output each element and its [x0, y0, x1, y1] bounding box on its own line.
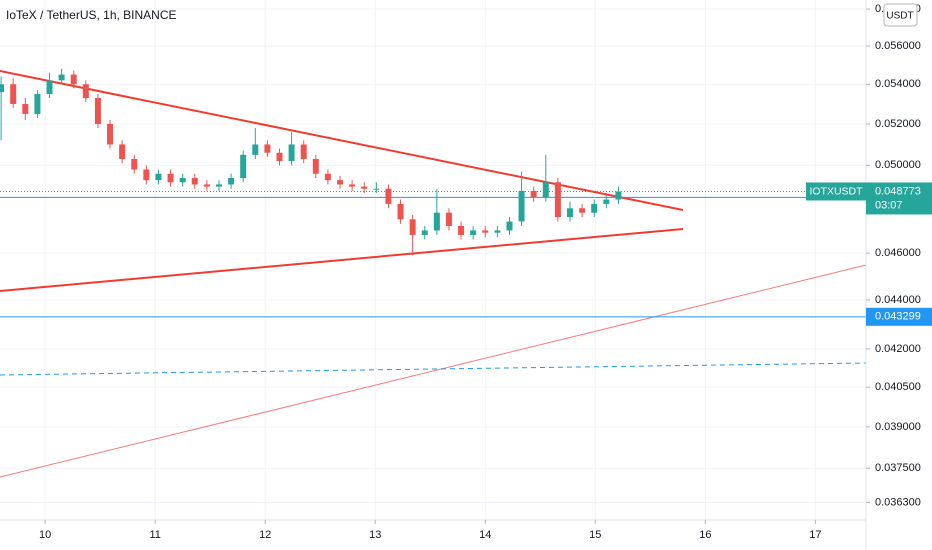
price-badge-label: 0.043299: [875, 311, 921, 323]
candle-body: [276, 152, 283, 162]
axes: 0.0580000.0560000.0540000.0520000.050000…: [39, 3, 932, 541]
candle-body: [409, 219, 416, 235]
x-tick-label: 10: [39, 529, 51, 541]
trend-line[interactable]: [0, 362, 867, 376]
candle-body: [288, 144, 295, 162]
candle-body: [155, 173, 162, 181]
candle-body: [94, 98, 101, 125]
candle-body: [34, 94, 41, 114]
candle-body: [70, 74, 77, 85]
y-tick-label: 0.050000: [875, 159, 921, 171]
candle-body: [470, 230, 477, 235]
candle-body: [421, 230, 428, 235]
candle-body: [0, 84, 5, 93]
candle-body: [191, 178, 198, 185]
currency[interactable]: USDT: [886, 11, 913, 22]
trend-line[interactable]: [0, 264, 867, 478]
candle-body: [373, 188, 380, 190]
candle-body: [554, 182, 561, 218]
candle-body: [615, 191, 622, 200]
candle-body: [566, 208, 573, 218]
candle-body: [494, 230, 501, 233]
y-tick-label: 0.056000: [875, 40, 921, 52]
candle-body: [264, 144, 271, 153]
candle-body: [518, 190, 525, 222]
trend-line[interactable]: [0, 70, 684, 211]
candle-body: [228, 178, 235, 185]
candle-body: [445, 212, 452, 226]
last-price-badge: [866, 182, 932, 215]
candle-body: [46, 80, 53, 95]
candle-body: [119, 144, 126, 160]
candle-body: [10, 84, 17, 104]
y-tick-label: 0.042000: [875, 343, 921, 355]
candle-body: [215, 184, 222, 187]
symbol-badge: [806, 182, 866, 201]
y-tick-label: 0.039000: [875, 421, 921, 433]
grid: [0, 0, 866, 520]
y-tick-label: 0.046000: [875, 247, 921, 259]
candle-body: [542, 182, 549, 198]
price-badge: [866, 307, 932, 326]
candle-body: [107, 124, 114, 145]
x-tick-label: 15: [589, 529, 601, 541]
candle-body: [482, 230, 489, 233]
candle-body: [179, 178, 186, 183]
symbol-badge-label: IOTXUSDT: [809, 185, 863, 197]
x-tick-label: 13: [369, 529, 381, 541]
candle-body: [349, 184, 356, 187]
chart-title: IoTeX / TetherUS, 1h, BINANCE: [6, 8, 177, 22]
candle-body: [252, 144, 259, 155]
candle-body: [591, 203, 598, 213]
plot: [0, 68, 866, 318]
candle-body: [324, 173, 331, 181]
candle-body: [458, 225, 465, 235]
candle-body: [300, 144, 307, 160]
y-tick-label: 0.036300: [875, 496, 921, 508]
candle-body: [603, 199, 610, 204]
x-tick-label: 16: [699, 529, 711, 541]
y-tick-label: 0.054000: [875, 78, 921, 90]
candle-body: [167, 173, 174, 183]
candle-body: [579, 208, 586, 213]
candle-body: [433, 212, 440, 231]
countdown: 03:07: [875, 199, 903, 211]
candle-body: [385, 188, 392, 204]
candle-body: [506, 221, 513, 231]
currency-box[interactable]: [883, 3, 918, 27]
candle-body: [143, 169, 150, 181]
candle-body: [131, 159, 138, 170]
candle-body: [337, 180, 344, 185]
last-price-label: 0.048773: [875, 185, 921, 197]
drawings: [0, 70, 867, 478]
y-tick-label: 0.040500: [875, 381, 921, 393]
candle-body: [530, 190, 537, 198]
candle-body: [397, 203, 404, 220]
candle-body: [240, 154, 247, 179]
candle-body: [361, 186, 368, 189]
candle-body: [312, 159, 319, 174]
candle-body: [58, 74, 65, 81]
x-tick-label: 14: [479, 529, 491, 541]
x-tick-label: 12: [259, 529, 271, 541]
trend-line[interactable]: [0, 228, 684, 292]
x-tick-label: 17: [809, 529, 821, 541]
candle-body: [82, 84, 89, 99]
y-tick-label: 0.052000: [875, 118, 921, 130]
candle-body: [22, 103, 29, 114]
y-tick-label: 0.037500: [875, 462, 921, 474]
x-tick-label: 11: [149, 529, 160, 541]
y-tick-label: 0.044000: [875, 294, 921, 306]
candle-body: [203, 184, 210, 187]
